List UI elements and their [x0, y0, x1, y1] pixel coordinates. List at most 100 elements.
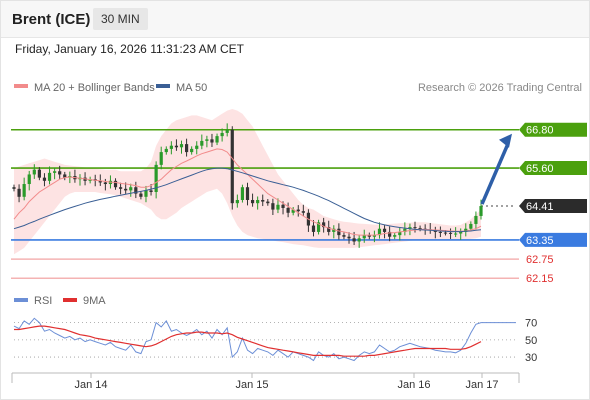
candle-body — [454, 233, 458, 235]
candle-body — [250, 199, 255, 204]
rsi-tick-30: 30 — [525, 352, 537, 364]
candle-body — [240, 187, 245, 200]
candle-body — [448, 232, 453, 234]
candle-body — [210, 139, 214, 143]
level-label-65-60: 65.60 — [526, 163, 554, 175]
candle-body — [12, 187, 16, 189]
rsi-tick-70: 70 — [525, 318, 537, 330]
candle-body — [479, 206, 483, 216]
candle-body — [367, 235, 371, 237]
copyright: Research © 2026 Trading Central — [418, 82, 582, 94]
candle-body — [301, 211, 305, 213]
candle-body — [195, 145, 199, 149]
candle-body — [433, 230, 437, 232]
candle-body — [398, 231, 402, 236]
candle-body — [58, 171, 62, 175]
rsi-legend-swatch — [14, 298, 28, 302]
candle-body — [459, 231, 463, 234]
ma50-line — [13, 167, 482, 233]
candle-body — [291, 209, 295, 213]
candle-body — [342, 235, 346, 237]
level-label-66-80: 66.80 — [526, 125, 554, 137]
candle-body — [139, 193, 143, 197]
candle-body — [63, 174, 67, 178]
candle-body — [235, 199, 239, 204]
candle-body — [316, 222, 321, 232]
title-bar: Brent (ICE) 30 MIN — [1, 1, 589, 38]
candle-body — [144, 190, 148, 197]
candle-body — [418, 228, 422, 230]
candle-body — [200, 140, 204, 146]
level-label-64-41: 64.41 — [526, 201, 554, 213]
time-label-jan-15: Jan 15 — [235, 379, 268, 391]
ma20-legend-swatch — [14, 84, 28, 88]
candle-body — [261, 199, 265, 202]
candle-body — [159, 152, 163, 165]
candle-body — [98, 180, 102, 183]
candle-body — [377, 228, 382, 236]
candle-body — [220, 132, 224, 137]
level-tag-64-41 — [519, 199, 587, 214]
candle-body — [362, 235, 366, 239]
candle-body — [27, 174, 31, 185]
candle-body — [225, 129, 229, 133]
candle-body — [118, 187, 123, 189]
candle-body — [103, 182, 107, 185]
candle-body — [184, 144, 189, 153]
candle-body — [134, 187, 138, 194]
ma50-legend-label: MA 50 — [176, 82, 207, 94]
candle-body — [179, 144, 184, 148]
candle-body — [372, 235, 377, 237]
candle-body — [154, 164, 158, 193]
candle-body — [113, 180, 118, 188]
rsi-ma-legend-swatch — [63, 298, 77, 302]
candle-body — [281, 204, 285, 208]
candle-body — [22, 184, 26, 197]
candle-body — [215, 136, 219, 143]
candle-body — [296, 209, 300, 212]
level-label-63-35: 63.35 — [526, 235, 554, 247]
candle-body — [337, 228, 341, 236]
candle-body — [408, 227, 412, 229]
candle-body — [190, 148, 194, 153]
level-tag-63-35 — [519, 232, 587, 247]
candle-body — [17, 188, 21, 197]
candle-body — [32, 169, 36, 175]
rsi-legend-label: RSI — [34, 295, 52, 307]
level-tag-65-60 — [519, 161, 587, 176]
candle-body — [53, 171, 57, 173]
candle-body — [443, 232, 448, 234]
timeframe-button[interactable]: 30 MIN — [93, 8, 148, 30]
candle-body — [271, 203, 275, 210]
candle-body — [357, 238, 361, 242]
projection-arrow-head — [499, 133, 512, 148]
candle-body — [164, 148, 168, 153]
candle-body — [469, 223, 473, 229]
candle-body — [124, 188, 128, 191]
ma20-legend-label: MA 20 + Bollinger Bands — [34, 82, 155, 94]
candle-body — [388, 231, 392, 237]
level-tag-66-80 — [519, 122, 587, 137]
time-axis: Jan 14 Jan 15 Jan 16 Jan 17 — [11, 372, 520, 391]
candle-body — [245, 187, 250, 200]
time-label-jan-17: Jan 17 — [465, 379, 498, 391]
candle-body — [169, 145, 173, 149]
candle-body — [205, 139, 209, 141]
candle-body — [347, 236, 351, 239]
candle-body — [174, 145, 179, 148]
level-label-62-15: 62.15 — [526, 273, 554, 285]
projection-arrow — [480, 143, 510, 205]
candle-body — [230, 129, 234, 204]
candle-body — [286, 207, 290, 213]
candle-body — [42, 177, 47, 181]
candle-body — [327, 227, 331, 232]
candle-body — [47, 172, 52, 181]
rsi-chart: 70 50 30 — [13, 317, 537, 364]
candle-body — [149, 190, 153, 193]
candle-body — [266, 201, 270, 204]
candle-body — [311, 225, 316, 232]
candle-body — [474, 215, 478, 224]
candle-body — [352, 238, 356, 242]
